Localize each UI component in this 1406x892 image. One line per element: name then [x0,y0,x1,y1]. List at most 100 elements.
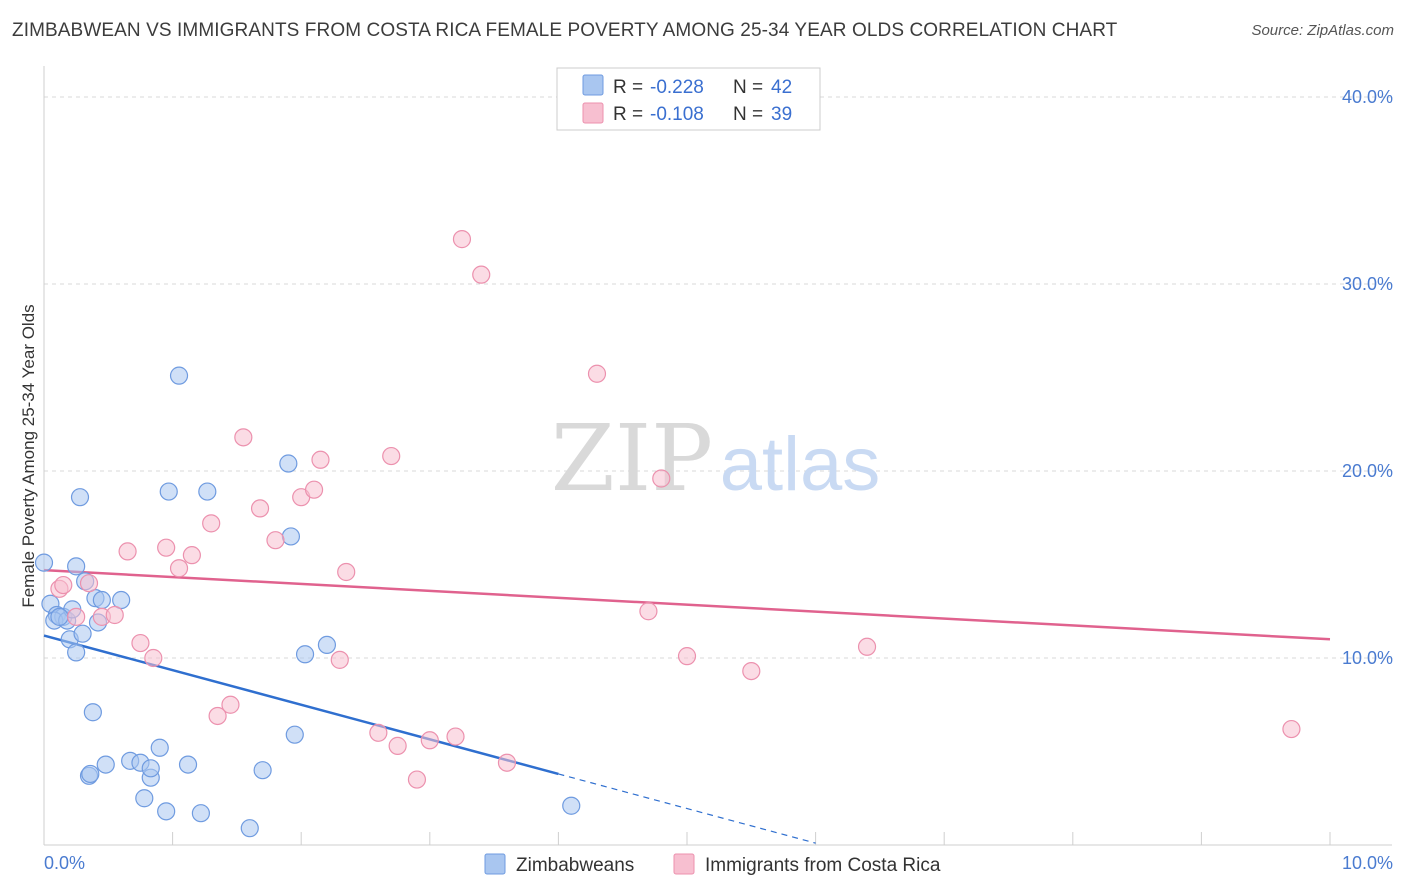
point-costa-rica [337,562,356,582]
point-zimbabweans [157,802,176,821]
point-costa-rica [472,265,491,284]
watermark: ZIP atlas [551,405,880,512]
legend-n-value: 42 [771,77,792,98]
point-costa-rica [118,542,137,561]
x-tick-labels: 0.0% 10.0% [44,853,1393,873]
point-costa-rica [157,538,176,557]
legend-swatch-zimbabweans [484,853,506,875]
point-zimbabweans [178,755,198,774]
point-costa-rica [169,559,189,578]
point-costa-rica [369,723,388,742]
trend-line-zimbabweans [43,634,559,776]
point-zimbabweans [135,789,154,808]
point-zimbabweans [191,804,210,823]
y-tick-label: 10.0% [1342,648,1393,668]
point-zimbabweans [81,764,100,784]
legend-swatch-zimbabweans [582,74,604,96]
legend-r-label: R = [613,77,643,98]
x-tick-label: 0.0% [44,853,85,873]
point-costa-rica [131,633,150,653]
point-zimbabweans [198,482,217,501]
point-zimbabweans [83,703,102,722]
legend-n-value: 39 [771,104,792,125]
chart-title: ZIMBABWEAN VS IMMIGRANTS FROM COSTA RICA… [12,20,1118,41]
point-costa-rica [221,695,240,714]
legend-n-label: N = [733,104,763,125]
point-costa-rica [452,230,472,249]
point-zimbabweans [141,759,160,778]
point-costa-rica [407,770,427,789]
point-zimbabweans [70,488,90,507]
point-costa-rica [250,499,270,518]
point-costa-rica [446,727,465,746]
point-costa-rica [67,607,86,626]
point-zimbabweans [159,482,178,501]
grid-lines [44,96,1392,659]
point-zimbabweans [150,738,169,757]
point-costa-rica [652,469,671,488]
point-zimbabweans [285,725,304,744]
point-costa-rica [105,605,124,625]
legend-r-value: -0.108 [650,104,704,125]
data-points [34,230,1301,838]
watermark-zip: ZIP [551,405,713,512]
y-tick-label: 40.0% [1342,87,1393,107]
point-costa-rica [311,450,330,469]
legend-swatch-costa-rica [582,102,604,124]
point-costa-rica [79,574,99,593]
point-costa-rica [266,531,285,550]
legend-r-value: -0.228 [650,77,704,98]
point-zimbabweans [67,643,86,662]
x-tick-label: 10.0% [1342,853,1393,873]
point-costa-rica [857,637,877,656]
point-zimbabweans [92,590,111,610]
trend-line-zimbabweans-extension [558,773,816,844]
point-zimbabweans [279,454,298,473]
y-axis-label: Female Poverty Among 25-34 Year Olds [19,304,38,607]
point-costa-rica [54,575,73,595]
point-costa-rica [304,480,324,499]
point-costa-rica [382,446,401,466]
series-legend: Zimbabweans Immigrants from Costa Rica [484,853,941,876]
watermark-atlas: atlas [720,422,881,507]
point-costa-rica [420,731,439,750]
point-costa-rica [497,753,517,772]
point-costa-rica [1282,719,1301,739]
point-zimbabweans [281,527,301,546]
trend-line-costa-rica [43,568,1331,641]
point-zimbabweans [67,557,86,576]
trend-lines [43,568,1331,844]
stats-legend: R = -0.228 N = 42 R = -0.108 N = 39 [556,67,821,131]
point-costa-rica [330,650,349,669]
point-costa-rica [208,706,227,726]
point-costa-rica [639,602,658,621]
point-costa-rica [202,514,221,533]
point-costa-rica [144,648,163,668]
point-zimbabweans [240,819,259,838]
y-tick-label: 30.0% [1342,274,1393,294]
point-zimbabweans [112,590,131,610]
point-costa-rica [234,428,253,447]
point-zimbabweans [34,553,54,572]
legend-series-costa-rica: Immigrants from Costa Rica [705,855,941,876]
y-tick-labels: 10.0% 20.0% 30.0% 40.0% [1342,87,1393,668]
source-label: Source: ZipAtlas.com [1251,22,1394,39]
y-tick-label: 20.0% [1342,461,1393,481]
point-costa-rica [182,546,201,565]
point-zimbabweans [317,635,337,655]
point-zimbabweans [169,366,189,385]
legend-n-label: N = [733,77,763,98]
point-zimbabweans [96,755,115,774]
point-costa-rica [677,647,697,666]
point-zimbabweans [295,645,315,664]
legend-r-label: R = [613,104,643,125]
legend-series-zimbabweans: Zimbabweans [516,855,634,876]
point-zimbabweans [50,607,69,626]
point-costa-rica [587,364,607,383]
point-zimbabweans [253,761,272,780]
axes [43,66,1392,846]
point-zimbabweans [73,624,92,643]
point-zimbabweans [562,796,581,815]
point-costa-rica [742,661,761,681]
